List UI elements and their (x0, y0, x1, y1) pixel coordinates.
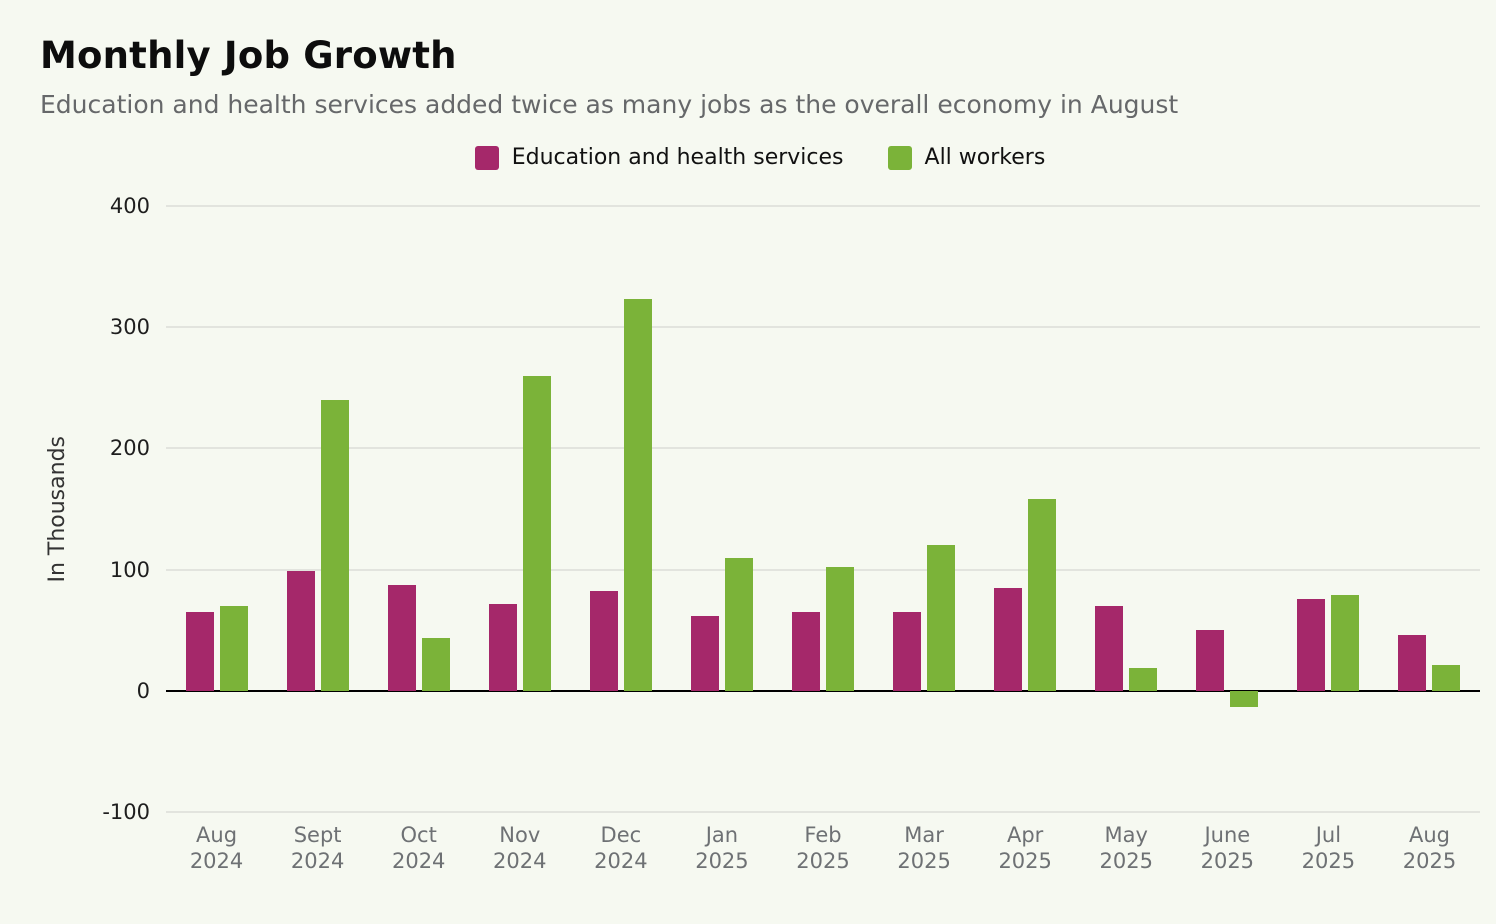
bar (1028, 499, 1057, 691)
bar-group (1278, 206, 1379, 812)
bar (589, 591, 618, 691)
x-tick-label: Dec 2024 (594, 823, 648, 874)
bar (1398, 635, 1427, 691)
bar (1230, 690, 1259, 707)
bar (927, 545, 956, 691)
y-tick-label: 200 (109, 436, 150, 461)
y-tick-label: -100 (102, 800, 150, 824)
y-tick-label: 300 (109, 315, 150, 340)
y-axis-title: In Thousands (44, 435, 70, 583)
bar (387, 585, 416, 691)
bar (893, 612, 922, 691)
bar-group (671, 206, 772, 812)
zero-axis-line (166, 689, 1480, 692)
bar (1297, 598, 1326, 691)
bar-group (368, 206, 469, 812)
x-tick-label: Mar 2025 (897, 823, 951, 874)
gridline (166, 569, 1480, 571)
y-axis: 400 300 200 100 0 -100 (74, 194, 166, 824)
bar (421, 637, 450, 691)
y-tick-label: 0 (136, 678, 150, 703)
bar (623, 299, 652, 691)
bar-group (570, 206, 671, 812)
legend-swatch (887, 145, 912, 170)
bar (522, 375, 551, 691)
x-tick-label: Sept 2024 (290, 823, 345, 874)
x-tick-label: June 2025 (1200, 823, 1255, 874)
bar (219, 605, 248, 691)
x-tick-label: Oct 2024 (391, 823, 446, 874)
gridline (166, 326, 1480, 328)
x-tick-label: Feb 2025 (796, 823, 850, 874)
bar-group (1076, 206, 1177, 812)
chart-area: In Thousands 400 300 200 100 0 -100 Aug 2024 Se… (40, 194, 1480, 875)
gridline (166, 447, 1480, 449)
chart-title: Monthly Job Growth (40, 34, 457, 77)
plot-canvas (166, 205, 1480, 813)
x-tick-label: Aug 2025 (1402, 823, 1457, 874)
bar (185, 612, 214, 691)
bar-group (772, 206, 873, 812)
bar (1129, 667, 1158, 691)
y-tick-label: 100 (109, 557, 150, 582)
bar-group (267, 206, 368, 812)
bar (1095, 605, 1124, 691)
gridline (166, 205, 1480, 207)
x-tick-label: Aug 2024 (189, 823, 244, 874)
chart-subtitle: Education and health services added twic… (40, 90, 1179, 119)
x-tick-label: Jul 2025 (1301, 823, 1356, 874)
legend-item: Education and health services (474, 145, 844, 170)
legend-swatch (474, 145, 499, 170)
bar (1196, 630, 1225, 691)
bar-group (874, 206, 975, 812)
x-tick-label: Jan 2025 (695, 823, 749, 874)
bar-groups (166, 206, 1480, 812)
bar (320, 399, 349, 691)
chart-legend: Education and health services All workers (40, 145, 1480, 170)
bar-group (975, 206, 1076, 812)
plot-region: 400 300 200 100 0 -100 Aug 2024 Sept 2024 Oct 2024… (74, 194, 1480, 875)
bar-group (469, 206, 570, 812)
bar (286, 570, 315, 691)
bar (690, 615, 719, 691)
bar-group (1379, 206, 1480, 812)
bar-group (166, 206, 267, 812)
bar (724, 557, 753, 691)
bar (994, 587, 1023, 691)
bar (1331, 595, 1360, 691)
legend-label: Education and health services (511, 145, 844, 170)
gridline (166, 811, 1480, 813)
x-tick-label: Apr 2025 (998, 823, 1052, 874)
legend-item: All workers (887, 145, 1046, 170)
x-tick-label: Nov 2024 (493, 823, 547, 874)
x-axis: Aug 2024 Sept 2024 Oct 2024 Nov 2024 Dec 2024 Jan 2… (166, 822, 1480, 875)
x-tick-label: May 2025 (1099, 823, 1153, 874)
bar (488, 603, 517, 691)
bar (792, 612, 820, 691)
bar (826, 567, 854, 691)
bar-group (1177, 206, 1278, 812)
bar (1432, 665, 1461, 691)
legend-label: All workers (924, 145, 1046, 170)
y-tick-label: 400 (109, 194, 150, 218)
